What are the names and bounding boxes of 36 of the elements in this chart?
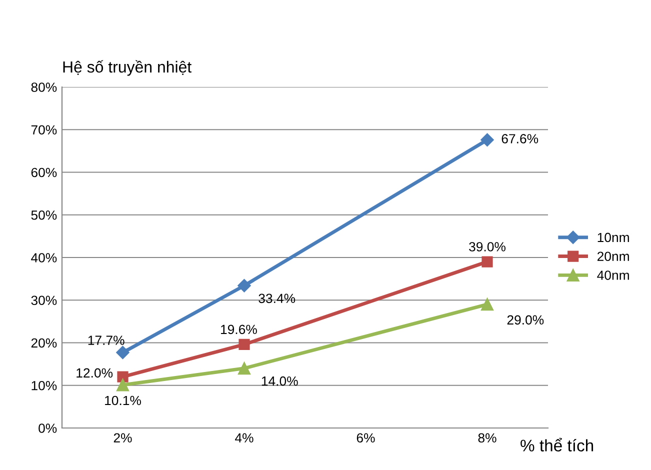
x-tick-label: 6% xyxy=(356,433,375,443)
x-tick-label: 8% xyxy=(478,433,496,443)
data-label: 10.1% xyxy=(105,396,141,406)
y-tick-label: 80% xyxy=(31,82,57,92)
point xyxy=(116,378,129,392)
x-tick-label: 4% xyxy=(235,433,254,442)
data-label: 12.0% xyxy=(76,368,113,378)
x-axis-title: % thể tích xyxy=(520,438,594,452)
y-tick-label: 50% xyxy=(31,210,57,220)
y-tick-label: 20% xyxy=(31,338,57,348)
data-label: 19.6% xyxy=(220,324,257,334)
legend-label: 10nm xyxy=(598,232,629,242)
y-tick-label: 0% xyxy=(38,424,57,433)
point xyxy=(238,279,251,292)
point xyxy=(480,133,494,146)
point xyxy=(238,338,250,350)
data-label: 29.0% xyxy=(507,315,544,325)
y-tick-label: 40% xyxy=(31,253,57,262)
point xyxy=(481,298,494,311)
point xyxy=(238,362,250,375)
legend-label: 40nm xyxy=(597,270,629,280)
data-label: 17.7% xyxy=(88,336,124,345)
point xyxy=(482,256,493,268)
y-tick-label: 30% xyxy=(31,296,57,306)
y-tick-label: 60% xyxy=(31,168,57,178)
y-axis-title: Hệ số truyền nhiệt xyxy=(63,60,192,76)
data-label: 67.6% xyxy=(502,134,538,144)
y-tick-label: 70% xyxy=(31,125,57,135)
data-label: 14.0% xyxy=(262,376,298,386)
point xyxy=(117,371,128,382)
point xyxy=(116,346,130,360)
x-tick-label: 2% xyxy=(114,433,132,442)
data-label: 33.4% xyxy=(258,294,296,304)
y-tick-label: 10% xyxy=(32,380,57,390)
legend-label: 20nm xyxy=(597,252,629,262)
data-label: 39.0% xyxy=(469,242,506,252)
